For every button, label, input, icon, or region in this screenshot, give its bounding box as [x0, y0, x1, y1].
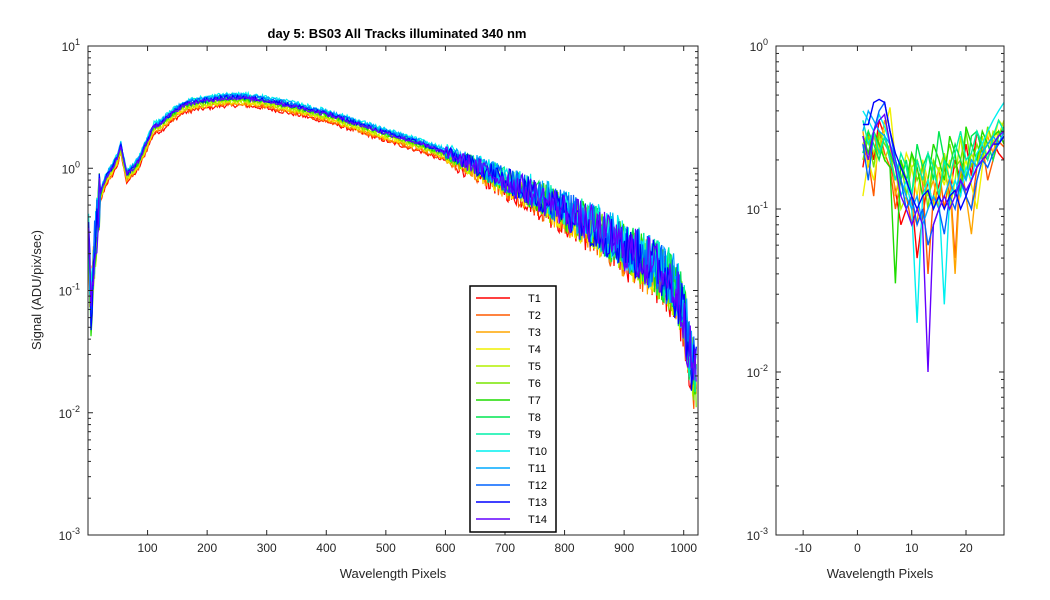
main-plot: day 5: BS03 All Tracks illuminated 340 n…: [29, 26, 699, 581]
legend-entry: T11: [528, 463, 546, 475]
y-tick-base: 10: [747, 203, 761, 217]
series-line-t14: [88, 94, 697, 382]
y-tick-exponent: -1: [760, 200, 768, 210]
y-tick-label: 100: [750, 37, 768, 54]
main-y-axis-label: Signal (ADU/pix/sec): [29, 230, 44, 350]
x-tick-label: 700: [495, 541, 515, 555]
chart-title: day 5: BS03 All Tracks illuminated 340 n…: [268, 26, 527, 41]
legend-entry: T7: [528, 395, 541, 407]
y-tick-base: 10: [747, 529, 761, 543]
y-tick-exponent: -2: [760, 363, 768, 373]
x-tick-label: 200: [197, 541, 217, 555]
y-tick-label: 10-3: [59, 526, 80, 543]
y-tick-base: 10: [59, 407, 73, 421]
y-tick-base: 10: [747, 366, 761, 380]
y-tick-base: 10: [750, 40, 764, 54]
legend-entry: T14: [528, 514, 547, 526]
x-tick-label: 800: [555, 541, 575, 555]
y-tick-label: 10-3: [747, 526, 768, 543]
y-tick-base: 10: [62, 162, 76, 176]
x-tick-label: 900: [614, 541, 634, 555]
legend-entry: T5: [528, 361, 541, 373]
x-tick-label: 400: [316, 541, 336, 555]
series-line-t12: [88, 92, 697, 380]
legend-entry: T1: [528, 293, 541, 305]
legend-entry: T9: [528, 429, 541, 441]
y-tick-label: 10-2: [747, 363, 768, 380]
x-tick-label: 100: [138, 541, 158, 555]
legend-entry: T6: [528, 378, 541, 390]
legend-entry: T13: [528, 497, 547, 509]
main-plot-area: [88, 46, 698, 535]
x-tick-label: 300: [257, 541, 277, 555]
y-tick-label: 10-1: [747, 200, 768, 217]
x-tick-label: 10: [905, 541, 919, 555]
y-tick-exponent: -3: [760, 526, 768, 536]
zoom-series-line-t9: [862, 118, 1005, 197]
zoom-series-line-t14: [862, 113, 1005, 373]
y-tick-exponent: -3: [72, 526, 80, 536]
zoom-plot-axes-box: [775, 45, 1005, 536]
legend-entry: T4: [528, 344, 541, 356]
x-tick-label: 0: [854, 541, 861, 555]
legend-entry: T10: [528, 446, 547, 458]
x-tick-label: 600: [435, 541, 455, 555]
zoom-x-axis-label: Wavelength Pixels: [827, 566, 934, 581]
zoom-plot-series: [862, 98, 1005, 373]
y-tick-label: 10-1: [59, 282, 80, 299]
y-tick-exponent: 0: [763, 37, 768, 47]
y-tick-base: 10: [62, 40, 76, 54]
x-tick-label: -10: [794, 541, 812, 555]
y-tick-exponent: -1: [72, 282, 80, 292]
y-tick-base: 10: [59, 285, 73, 299]
main-x-ticks: 100 200 300 400 500 600 700 800 900 1000: [138, 46, 697, 555]
y-tick-label: 101: [62, 37, 80, 54]
legend-entry: T3: [528, 327, 541, 339]
zoom-plot-area: [776, 46, 1004, 535]
legend-entry: T8: [528, 412, 541, 424]
y-tick-label: 10-2: [59, 404, 80, 421]
x-tick-label: 1000: [670, 541, 697, 555]
legend-entry: T2: [528, 310, 541, 322]
y-tick-exponent: 1: [75, 37, 80, 47]
x-tick-label: 500: [376, 541, 396, 555]
y-tick-label: 100: [62, 159, 80, 176]
zoom-series-line-t11: [862, 109, 1005, 228]
legend-box: [469, 285, 557, 533]
main-plot-series: [88, 90, 697, 409]
y-tick-base: 10: [59, 529, 73, 543]
y-tick-exponent: 0: [75, 159, 80, 169]
y-tick-exponent: -2: [72, 404, 80, 414]
zoom-x-ticks: -10 0 10 20: [794, 46, 973, 555]
legend: T1 T2 T3 T4 T5 T6 T7 T8 T9 T10 T11 T12 T13 T14: [469, 285, 557, 533]
x-tick-label: 20: [959, 541, 973, 555]
legend-entry: T12: [528, 480, 547, 492]
main-x-axis-label: Wavelength Pixels: [340, 566, 447, 581]
